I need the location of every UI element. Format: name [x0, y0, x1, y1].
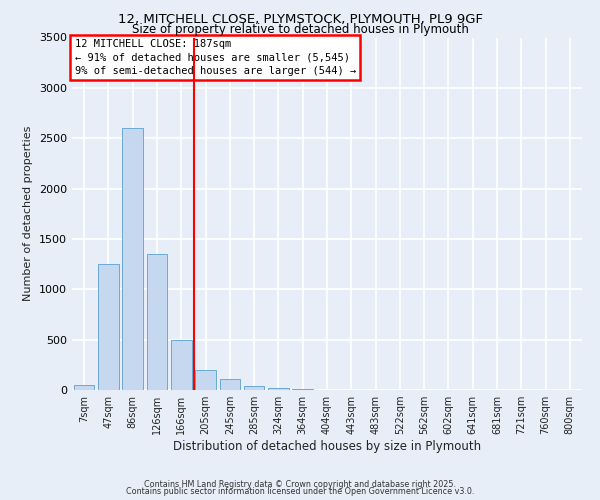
X-axis label: Distribution of detached houses by size in Plymouth: Distribution of detached houses by size … [173, 440, 481, 453]
Y-axis label: Number of detached properties: Number of detached properties [23, 126, 34, 302]
Bar [244, 386, 265, 390]
Bar [268, 388, 289, 390]
Text: 12 MITCHELL CLOSE: 187sqm
← 91% of detached houses are smaller (5,545)
9% of sem: 12 MITCHELL CLOSE: 187sqm ← 91% of detac… [74, 40, 356, 76]
Text: 12, MITCHELL CLOSE, PLYMSTOCK, PLYMOUTH, PL9 9GF: 12, MITCHELL CLOSE, PLYMSTOCK, PLYMOUTH,… [118, 12, 482, 26]
Bar [74, 385, 94, 390]
Bar [122, 128, 143, 390]
Bar [98, 264, 119, 390]
Bar [171, 340, 191, 390]
Bar [220, 379, 240, 390]
Text: Size of property relative to detached houses in Plymouth: Size of property relative to detached ho… [131, 22, 469, 36]
Text: Contains public sector information licensed under the Open Government Licence v3: Contains public sector information licen… [126, 488, 474, 496]
Bar [195, 370, 216, 390]
Text: Contains HM Land Registry data © Crown copyright and database right 2025.: Contains HM Land Registry data © Crown c… [144, 480, 456, 489]
Bar [146, 254, 167, 390]
